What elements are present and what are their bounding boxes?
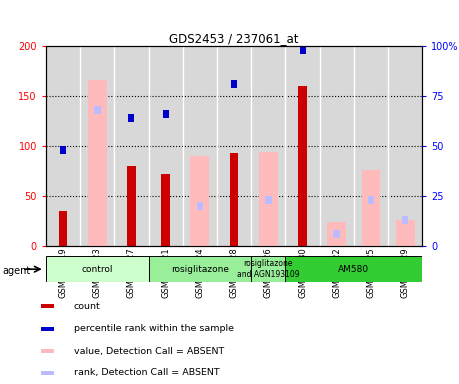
Bar	[368, 196, 374, 204]
Bar	[231, 80, 237, 88]
Bar	[298, 86, 307, 246]
Bar	[162, 174, 170, 246]
Bar	[285, 256, 422, 282]
Text: control: control	[82, 265, 113, 274]
Bar	[59, 211, 67, 246]
Text: value, Detection Call = ABSENT: value, Detection Call = ABSENT	[74, 347, 224, 356]
Bar	[60, 146, 66, 154]
Bar	[88, 80, 106, 246]
Text: percentile rank within the sample: percentile rank within the sample	[74, 324, 234, 333]
Bar	[333, 230, 340, 238]
Bar	[251, 256, 285, 282]
Text: rosiglitazone
and AGN193109: rosiglitazone and AGN193109	[237, 260, 300, 279]
Text: rank, Detection Call = ABSENT: rank, Detection Call = ABSENT	[74, 368, 219, 377]
Text: AM580: AM580	[338, 265, 369, 274]
Bar	[362, 170, 381, 246]
Bar	[41, 327, 54, 331]
Bar	[41, 371, 54, 375]
Text: agent: agent	[2, 266, 31, 276]
Title: GDS2453 / 237061_at: GDS2453 / 237061_at	[169, 32, 299, 45]
Bar	[190, 156, 209, 246]
Bar	[259, 152, 278, 246]
Text: count: count	[74, 302, 101, 311]
Bar	[149, 256, 251, 282]
Bar	[129, 114, 134, 122]
Bar	[402, 216, 409, 224]
Bar	[41, 349, 54, 353]
Bar	[162, 110, 168, 118]
Bar	[41, 304, 54, 308]
Bar	[327, 222, 346, 246]
Bar	[396, 220, 414, 246]
Bar	[230, 153, 238, 246]
Bar	[300, 46, 306, 54]
Bar	[265, 196, 272, 204]
Bar	[94, 106, 101, 114]
Bar	[46, 256, 149, 282]
Bar	[127, 166, 136, 246]
Text: rosiglitazone: rosiglitazone	[171, 265, 229, 274]
Bar	[196, 202, 203, 210]
